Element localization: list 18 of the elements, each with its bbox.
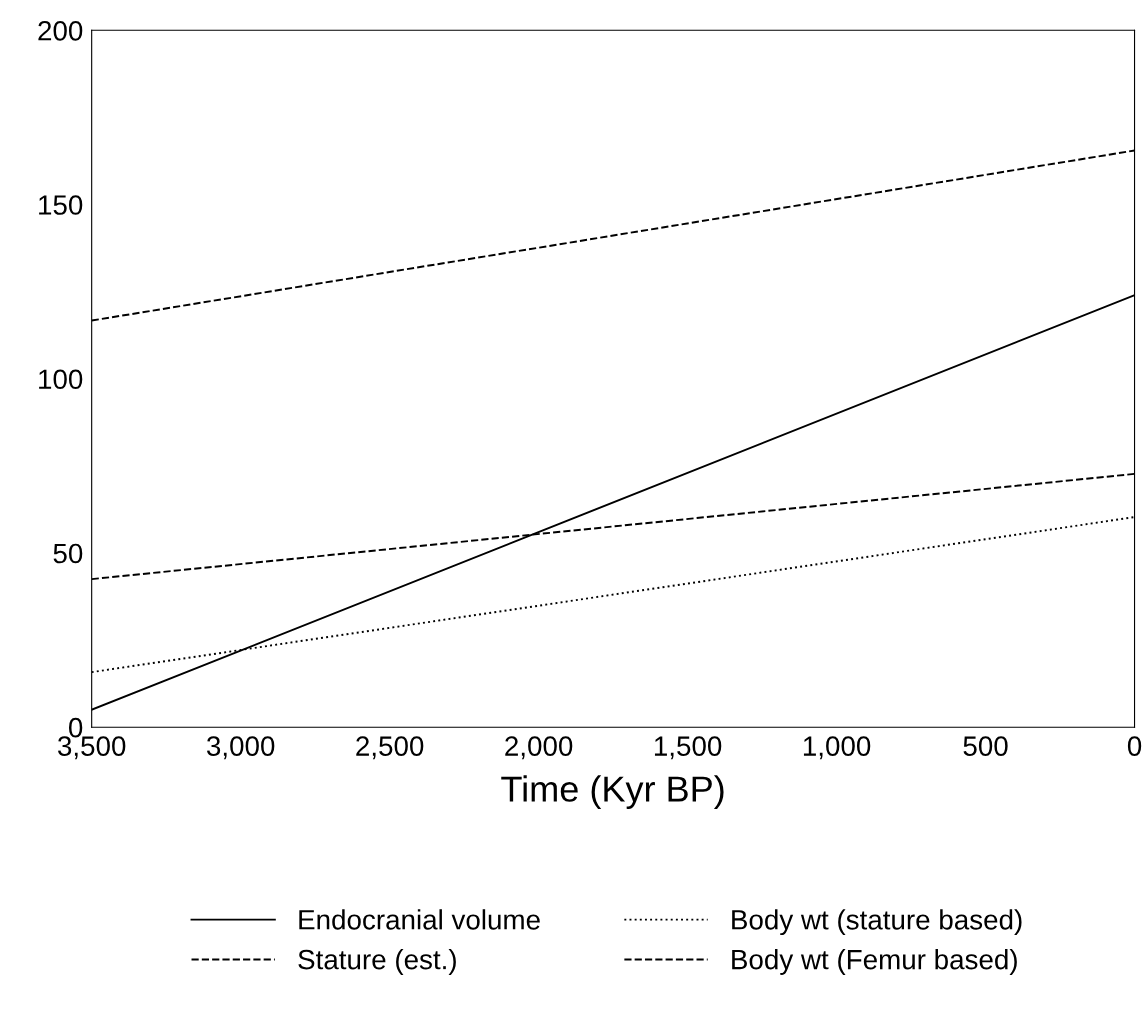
x-tick-label: 0: [1127, 736, 1142, 756]
x-tick-label: 1,500: [654, 736, 722, 760]
legend-label: Body wt (Femur based): [732, 949, 1017, 975]
legend-label: Endocranial volume: [299, 909, 540, 930]
x-tick-label: 1,000: [803, 736, 871, 760]
y-tick-label: 150: [39, 195, 83, 215]
x-tick-label: 3,000: [206, 736, 275, 760]
x-axis-title: Time (Kyr BP): [501, 775, 724, 809]
y-tick-label: 100: [39, 369, 83, 390]
y-tick-label: 0: [68, 717, 83, 738]
x-tick-label: 2,000: [505, 736, 573, 760]
legend-label: Body wt (stature based): [732, 909, 1022, 936]
x-tick-label: 500: [963, 736, 1008, 756]
x-tick-label: 2,500: [356, 736, 424, 760]
x-tick-label: 3,500: [57, 736, 126, 760]
legend-label: Stature (est.): [298, 949, 456, 975]
y-tick-label: 50: [53, 543, 83, 564]
y-tick-label: 200: [38, 20, 83, 41]
